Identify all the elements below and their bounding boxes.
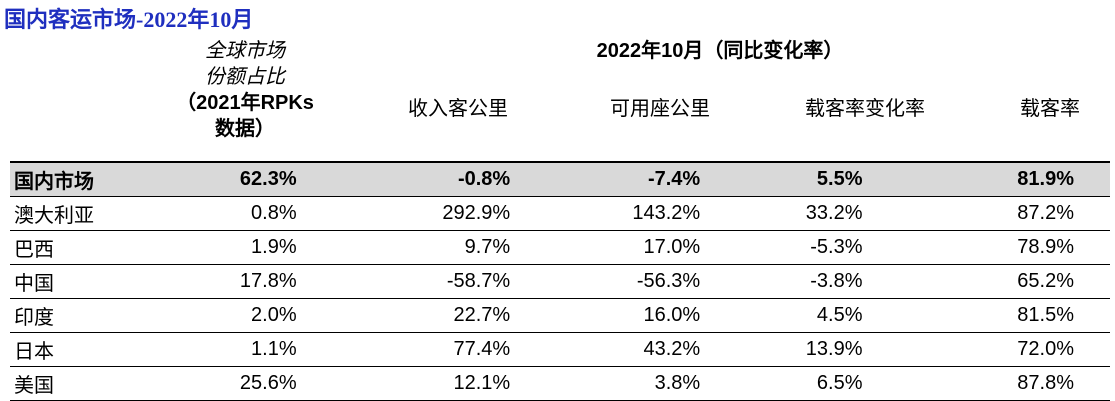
share-cell: 62.3%	[181, 161, 297, 197]
ask-cell: 3.8%	[510, 366, 701, 401]
share-cell: 0.8%	[181, 196, 297, 231]
share-header-line3: （2021年RPKs	[176, 92, 314, 114]
plf-change-cell: 13.9%	[700, 332, 863, 367]
share-header-line4: 数据）	[215, 118, 275, 140]
table-row: 印度 2.0% 22.7% 16.0% 4.5% 81.5%	[10, 298, 1110, 333]
ask-cell: -56.3%	[510, 264, 701, 299]
ask-cell: 43.2%	[510, 332, 701, 367]
share-header-line2: 份额占比	[205, 66, 285, 88]
market-table: 国内市场 62.3% -0.8% -7.4% 5.5% 81.9% 澳大利亚 0…	[10, 161, 1110, 401]
rpk-cell: 292.9%	[296, 196, 511, 231]
plf-change-cell: -5.3%	[700, 230, 863, 265]
plf-change-cell: 5.5%	[700, 161, 863, 197]
plf-cell: 78.9%	[862, 230, 1110, 265]
ask-column-header: 可用座公里	[610, 98, 710, 120]
rpk-cell: 22.7%	[296, 298, 511, 333]
market-share-header: 全球市场 份额占比 （2021年RPKs 数据）	[170, 38, 320, 142]
plf-change-cell: -3.8%	[700, 264, 863, 299]
share-cell: 1.9%	[181, 230, 297, 265]
market-name: 巴西	[10, 230, 182, 265]
market-name: 美国	[10, 366, 182, 401]
table-row: 国内市场 62.3% -0.8% -7.4% 5.5% 81.9%	[10, 161, 1110, 197]
plf-cell: 87.2%	[862, 196, 1110, 231]
market-name: 印度	[10, 298, 182, 333]
rpk-cell: 9.7%	[296, 230, 511, 265]
share-cell: 2.0%	[181, 298, 297, 333]
rpk-cell: 77.4%	[296, 332, 511, 367]
market-name: 国内市场	[10, 161, 182, 197]
share-header-line1: 全球市场	[205, 40, 285, 62]
ask-cell: 16.0%	[510, 298, 701, 333]
plf-cell: 81.9%	[862, 161, 1110, 197]
market-name: 中国	[10, 264, 182, 299]
share-cell: 17.8%	[181, 264, 297, 299]
table-row: 日本 1.1% 77.4% 43.2% 13.9% 72.0%	[10, 332, 1110, 367]
table-row: 中国 17.8% -58.7% -56.3% -3.8% 65.2%	[10, 264, 1110, 299]
plf-change-column-header: 载客率变化率	[805, 98, 925, 120]
market-name: 澳大利亚	[10, 196, 182, 231]
ask-cell: -7.4%	[510, 161, 701, 197]
page-title: 国内客运市场-2022年10月	[4, 7, 254, 32]
plf-change-cell: 6.5%	[700, 366, 863, 401]
period-header: 2022年10月（同比变化率）	[596, 40, 844, 62]
ask-cell: 143.2%	[510, 196, 701, 231]
rpk-cell: 12.1%	[296, 366, 511, 401]
table-row: 澳大利亚 0.8% 292.9% 143.2% 33.2% 87.2%	[10, 196, 1110, 231]
ask-cell: 17.0%	[510, 230, 701, 265]
plf-change-cell: 33.2%	[700, 196, 863, 231]
plf-cell: 81.5%	[862, 298, 1110, 333]
plf-cell: 72.0%	[862, 332, 1110, 367]
table-row: 巴西 1.9% 9.7% 17.0% -5.3% 78.9%	[10, 230, 1110, 265]
share-cell: 25.6%	[181, 366, 297, 401]
share-cell: 1.1%	[181, 332, 297, 367]
rpk-cell: -58.7%	[296, 264, 511, 299]
plf-change-cell: 4.5%	[700, 298, 863, 333]
market-name: 日本	[10, 332, 182, 367]
plf-column-header: 载客率	[1020, 98, 1080, 120]
rpk-column-header: 收入客公里	[408, 98, 508, 120]
table-row: 美国 25.6% 12.1% 3.8% 6.5% 87.8%	[10, 366, 1110, 401]
plf-cell: 65.2%	[862, 264, 1110, 299]
rpk-cell: -0.8%	[296, 161, 511, 197]
plf-cell: 87.8%	[862, 366, 1110, 401]
